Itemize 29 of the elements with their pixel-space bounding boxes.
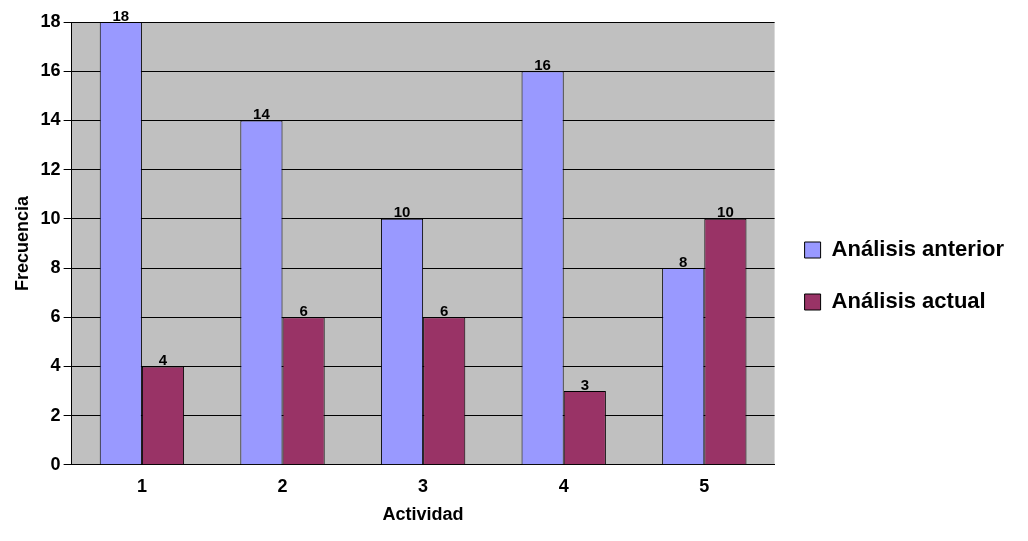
x-tick-label: 2 xyxy=(277,475,288,496)
data-label: 6 xyxy=(440,301,449,319)
x-axis-title: Actividad xyxy=(382,504,464,525)
y-axis-title: Frecuencia xyxy=(11,194,32,291)
y-tick-label: 10 xyxy=(40,207,61,228)
data-label: 18 xyxy=(112,6,130,24)
x-tick-label: 1 xyxy=(136,475,147,496)
data-label: 16 xyxy=(534,55,551,73)
y-tick-label: 0 xyxy=(50,453,61,474)
data-label: 10 xyxy=(393,203,411,221)
y-tick-label: 8 xyxy=(50,256,61,277)
data-label: 3 xyxy=(580,375,589,393)
y-tick-label: 6 xyxy=(50,306,61,327)
y-tick-label: 4 xyxy=(50,355,61,376)
data-label: 4 xyxy=(158,351,168,369)
legend-label: Análisis anterior xyxy=(831,236,1005,262)
x-tick-label: 4 xyxy=(558,475,569,496)
y-tick-label: 14 xyxy=(40,109,61,130)
y-tick-label: 18 xyxy=(40,10,61,31)
data-label: 14 xyxy=(253,105,271,123)
y-tick-label: 16 xyxy=(40,60,61,81)
y-tick-label: 2 xyxy=(50,404,61,425)
legend-label: Análisis actual xyxy=(831,288,986,314)
data-label: 8 xyxy=(679,252,688,270)
y-tick-label: 12 xyxy=(40,158,61,179)
data-label: 6 xyxy=(299,301,308,319)
data-label: 10 xyxy=(717,203,734,221)
x-tick-label: 5 xyxy=(699,475,710,496)
x-tick-label: 3 xyxy=(418,475,429,496)
